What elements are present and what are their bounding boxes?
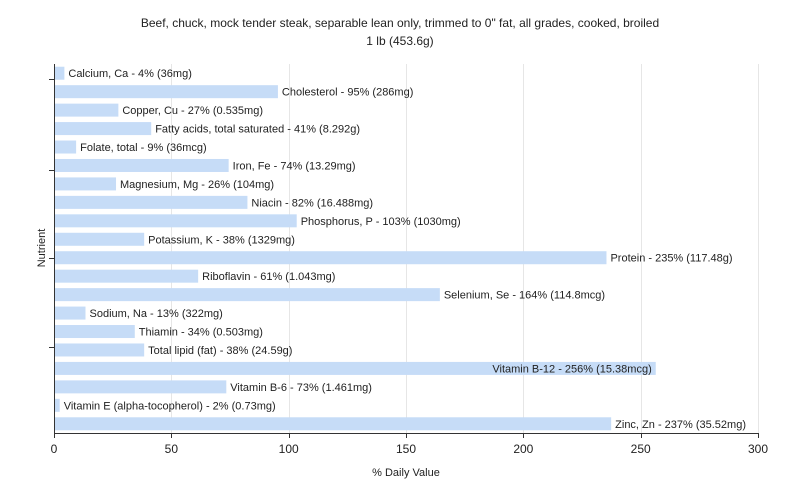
bar-label: Vitamin B-6 - 73% (1.461mg) [230,382,372,394]
bar [55,269,199,283]
bar [55,343,145,357]
bar-label: Sodium, Na - 13% (322mg) [90,308,223,320]
grid-lines [171,64,759,433]
bar [55,398,60,412]
y-axis-title: Nutrient [36,229,48,268]
bars: Calcium, Ca - 4% (36mg) Cholesterol - 95%… [55,66,746,431]
axes: 0 50 100 150 200 250 300 [49,64,768,456]
bar-label: Vitamin E (alpha-tocopherol) - 2% (0.73m… [64,400,276,412]
bar [55,232,145,246]
bar [55,251,607,265]
bar [55,361,656,375]
bar [55,122,152,136]
x-axis-title: % Daily Value [372,467,440,479]
bar-label: Copper, Cu - 27% (0.535mg) [122,105,263,117]
bar [55,325,135,339]
bar [55,195,248,209]
bar-label: Thiamin - 34% (0.503mg) [139,327,263,339]
bar-label: Cholesterol - 95% (286mg) [282,87,413,99]
bar-label: Calcium, Ca - 4% (36mg) [68,68,191,80]
bar-label: Zinc, Zn - 237% (35.52mg) [615,419,746,431]
bar [55,177,117,191]
bar-label: Total lipid (fat) - 38% (24.59g) [148,345,292,357]
bar-label: Selenium, Se - 164% (114.8mcg) [444,290,605,302]
bar [55,306,86,320]
x-tick-label: 0 [51,442,58,456]
bar-label: Niacin - 82% (16.488mg) [251,197,373,209]
bar [55,214,297,228]
x-tick-label: 50 [165,442,179,456]
x-tick-label: 100 [279,442,299,456]
chart-title-line1: Beef, chuck, mock tender steak, separabl… [141,16,659,30]
bar-label: Phosphorus, P - 103% (1030mg) [301,216,461,228]
bar-label: Magnesium, Mg - 26% (104mg) [120,179,274,191]
x-tick-label: 250 [631,442,651,456]
bar [55,140,77,154]
bar-label: Fatty acids, total saturated - 41% (8.29… [155,124,360,136]
bar [55,103,119,117]
bar-label: Riboflavin - 61% (1.043mg) [202,271,335,283]
x-tick-label: 200 [513,442,533,456]
bar [55,66,65,80]
bar-label: Protein - 235% (117.48g) [610,253,732,265]
bar-label: Vitamin B-12 - 256% (15.38mcg) [492,363,651,375]
bar-label: Potassium, K - 38% (1329mg) [148,234,295,246]
chart-title-line2: 1 lb (453.6g) [366,34,433,48]
bar [55,158,229,172]
bar [55,85,278,99]
bar [55,380,227,394]
x-tick-label: 150 [396,442,416,456]
bar [55,417,612,431]
x-tick-label: 300 [748,442,768,456]
bar [55,288,440,302]
bar-label: Folate, total - 9% (36mcg) [80,142,207,154]
bar-label: Iron, Fe - 74% (13.29mg) [233,160,356,172]
